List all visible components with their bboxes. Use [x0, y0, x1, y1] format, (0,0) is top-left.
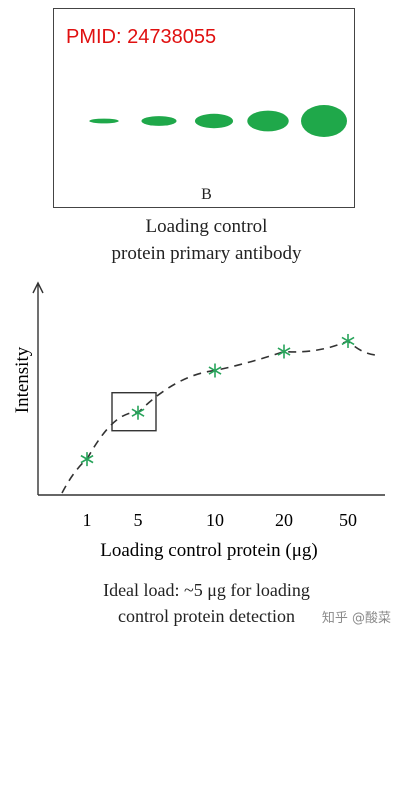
- ideal-load-note-line2: control protein detection: [118, 606, 295, 626]
- x-tick-label: 10: [206, 510, 224, 530]
- blot-caption-line2: protein primary antibody: [111, 243, 302, 264]
- ideal-load-box: [111, 392, 157, 432]
- blot-band: [301, 105, 347, 137]
- blot-caption-line1: Loading control: [145, 216, 268, 237]
- x-tick-label: 20: [275, 510, 293, 530]
- ideal-load-note-line1: Ideal load: ~5 μg for loading: [103, 580, 310, 600]
- blot-band: [194, 113, 234, 129]
- data-point: [80, 452, 94, 467]
- blot-band: [89, 118, 119, 124]
- data-point: [131, 405, 145, 420]
- data-point: [208, 363, 222, 378]
- fit-curve: [61, 340, 377, 494]
- data-point: [277, 344, 291, 359]
- intensity-chart: Intensity Loading control protein (μg) 1…: [12, 281, 385, 561]
- blot-band: [141, 116, 177, 126]
- x-tick-label: 1: [83, 510, 92, 530]
- data-point: [341, 333, 355, 348]
- y-axis-arrow: [32, 281, 44, 294]
- x-tick-label: 50: [339, 510, 357, 530]
- western-blot-panel: [53, 8, 355, 208]
- pmid-label: PMID: 24738055: [66, 26, 217, 48]
- x-tick-label: 5: [134, 510, 143, 530]
- blot-lane-label: B: [201, 186, 212, 203]
- blot-band: [247, 110, 289, 132]
- y-axis-label: Intensity: [12, 346, 33, 413]
- x-axis-label: Loading control protein (μg): [100, 540, 318, 561]
- blot-bands: [89, 105, 347, 137]
- watermark: 知乎 @酸菜: [321, 611, 391, 626]
